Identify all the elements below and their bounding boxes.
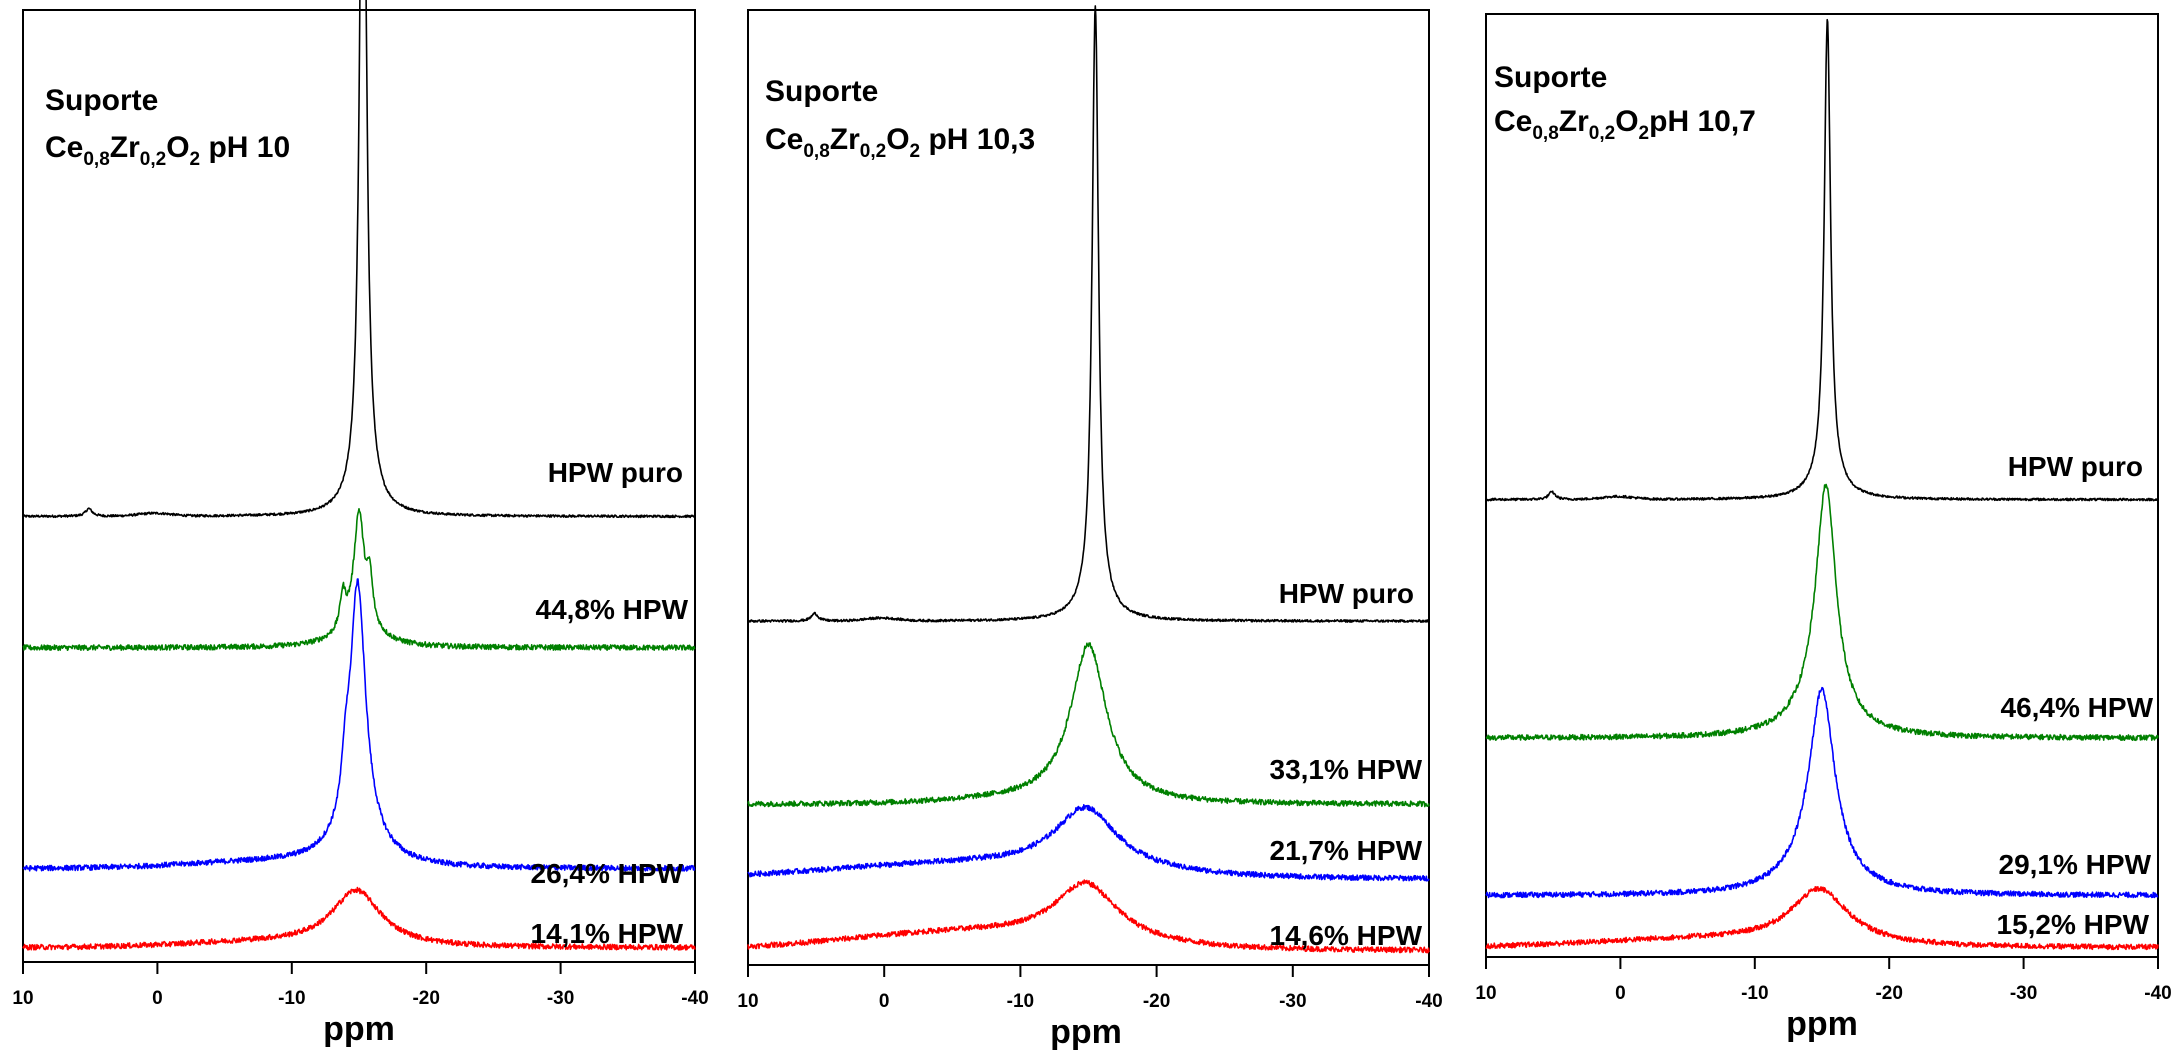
panel-3-tick-label: -10 [1741, 983, 1768, 1004]
panel-1-tick-label: -40 [681, 988, 708, 1009]
panel-3-x-axis: 10 0 -10 -20 -30 -40 ppm [1475, 957, 2172, 1043]
panel-1-tick-label: 10 [12, 988, 33, 1009]
panel-2-tick-label: -40 [1415, 991, 1442, 1012]
panel-2-tick-label: -10 [1007, 991, 1034, 1012]
panel-1-spectrum-3 [22, 578, 696, 872]
panel-3-tick-label: -30 [2010, 983, 2037, 1004]
panel-2-tick-label: -20 [1143, 991, 1170, 1012]
panel-1-label-26-4: 26,4% HPW [531, 858, 684, 889]
panel-3-tick-label: -20 [1875, 983, 1902, 1004]
panel-3-tick-label: 10 [1475, 983, 1496, 1004]
panel-1-tick-label: -30 [547, 988, 574, 1009]
panel-1-title-line1: Suporte [45, 84, 158, 117]
panel-1: Suporte Ce0,8Zr0,2O2 pH 10 HPW puro 44,8… [12, 0, 709, 1048]
panel-3: Suporte Ce0,8Zr0,2O2pH 10,7 HPW puro 46,… [1475, 13, 2172, 1043]
panel-3-tick-label: -40 [2144, 983, 2171, 1004]
panel-2-spectrum-1 [747, 5, 1430, 623]
panel-2-label-14-6: 14,6% HPW [1270, 920, 1423, 951]
panel-3-label-hpw-puro: HPW puro [2008, 451, 2143, 482]
panel-2-label-21-7: 21,7% HPW [1270, 835, 1423, 866]
panel-2-x-axis: 10 0 -10 -20 -30 -40 ppm [737, 965, 1443, 1050]
panel-1-spectrum-1 [22, 0, 696, 519]
panel-1-xlabel: ppm [323, 1010, 395, 1048]
panel-1-x-axis: 10 0 -10 -20 -30 -40 ppm [12, 962, 709, 1048]
panel-2-tick-label: -30 [1279, 991, 1306, 1012]
panel-1-label-44-8: 44,8% HPW [536, 594, 689, 625]
panel-1-title-formula: Ce0,8Zr0,2O2 pH 10 [45, 131, 290, 170]
panel-3-spectrum-3 [1485, 686, 2159, 899]
panel-3-label-15-2: 15,2% HPW [1997, 909, 2150, 940]
panel-2-xlabel: ppm [1050, 1013, 1122, 1050]
panel-2-spectrum-4 [747, 879, 1430, 954]
panel-2-spectrum-2 [747, 642, 1430, 808]
panel-3-spectrum-4 [1485, 885, 2159, 951]
panel-2-label-hpw-puro: HPW puro [1279, 578, 1414, 609]
panel-1-tick-label: -20 [412, 988, 439, 1009]
panel-3-title-formula: Ce0,8Zr0,2O2pH 10,7 [1494, 105, 1756, 144]
panel-3-spectrum-1 [1485, 18, 2159, 502]
panel-3-title-line1: Suporte [1494, 61, 1607, 94]
panel-2-frame [747, 9, 1430, 966]
panel-3-frame [1485, 13, 2159, 958]
panel-2: Suporte Ce0,8Zr0,2O2 pH 10,3 HPW puro 33… [737, 5, 1443, 1050]
panel-3-label-29-1: 29,1% HPW [1999, 849, 2152, 880]
panel-1-spectrum-4 [22, 886, 696, 951]
panel-2-title-formula: Ce0,8Zr0,2O2 pH 10,3 [765, 123, 1035, 162]
panel-3-spectrum-2 [1485, 483, 2159, 742]
panel-2-spectrum-3 [747, 803, 1430, 882]
panel-1-spectrum-2 [22, 507, 696, 652]
panel-3-xlabel: ppm [1786, 1005, 1858, 1043]
panel-1-label-14-1: 14,1% HPW [531, 918, 684, 949]
panel-1-tick-label: -10 [278, 988, 305, 1009]
panel-3-tick-label: 0 [1615, 983, 1626, 1004]
panel-1-tick-label: 0 [152, 988, 163, 1009]
panel-2-tick-label: 10 [737, 991, 758, 1012]
panel-1-label-hpw-puro: HPW puro [548, 457, 683, 488]
panel-2-label-33-1: 33,1% HPW [1270, 754, 1423, 785]
panel-3-label-46-4: 46,4% HPW [2001, 692, 2154, 723]
panel-2-tick-label: 0 [879, 991, 890, 1012]
panel-2-title-line1: Suporte [765, 75, 878, 108]
